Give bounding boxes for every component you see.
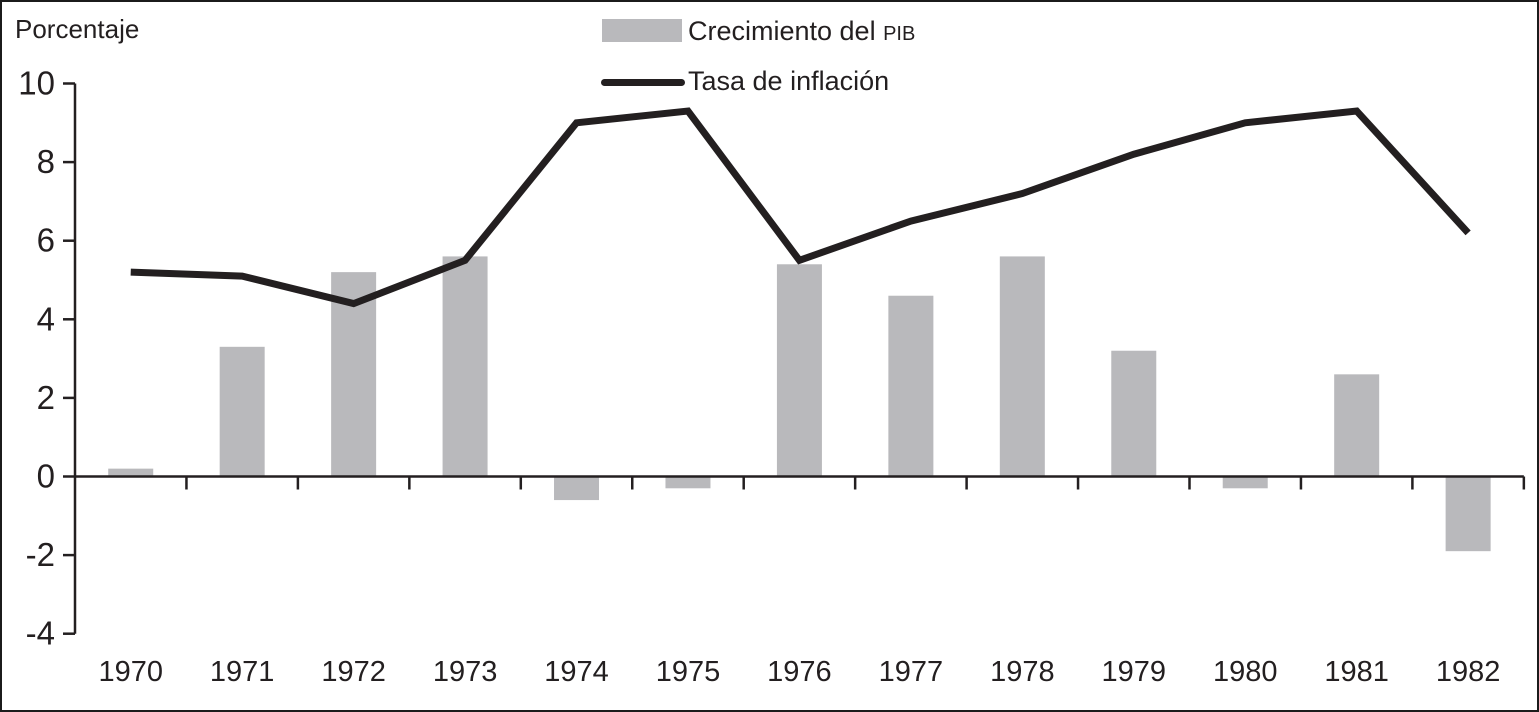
x-tick-label-1980: 1980	[1213, 656, 1278, 688]
x-tick-label-1974: 1974	[544, 656, 609, 688]
legend-line-swatch	[601, 79, 685, 86]
x-tick-label-1976: 1976	[767, 656, 832, 688]
x-tick-label-1970: 1970	[98, 656, 163, 688]
y-tick-label-0: 0	[37, 458, 55, 495]
line-layer	[130, 107, 1471, 308]
bar-1982	[1445, 476, 1491, 552]
bar-1978	[999, 256, 1045, 477]
y-tick-label--2: -2	[26, 536, 55, 573]
bars-layer	[108, 256, 1491, 552]
bar-1980	[1222, 476, 1268, 489]
y-tick-label-10: 10	[18, 65, 55, 102]
legend-label-inflation: Tasa de inflación	[688, 66, 890, 96]
inflation-line	[130, 107, 1471, 308]
legend-label-gdp-main: Crecimiento del	[688, 16, 884, 46]
bar-1970	[108, 468, 154, 477]
bar-1975	[665, 476, 711, 489]
y-tick-label-6: 6	[37, 222, 55, 259]
bar-1973	[442, 256, 488, 477]
x-tick-label-1971: 1971	[210, 656, 275, 688]
y-tick-label--4: -4	[26, 615, 55, 652]
axes-layer: -4 -2 0 2 4 6 8 10 1970 1971 1972 1973 1974 1975 1976 1…	[18, 65, 1526, 688]
bar-1979	[1111, 350, 1157, 477]
y-axis-title: Porcentaje	[15, 14, 140, 44]
bar-1981	[1334, 374, 1380, 477]
bar-1971	[219, 346, 265, 477]
y-tick-label-4: 4	[37, 300, 55, 337]
legend-bar-swatch	[602, 19, 682, 42]
x-tick-label-1981: 1981	[1324, 656, 1389, 688]
x-tick-label-1979: 1979	[1102, 656, 1167, 688]
x-tick-label-1975: 1975	[656, 656, 721, 688]
x-tick-label-1978: 1978	[990, 656, 1055, 688]
y-tick-label-2: 2	[37, 379, 55, 416]
y-tick-label-8: 8	[37, 143, 55, 180]
legend-label-gdp-caps: PIB	[883, 23, 916, 45]
legend-label-gdp: Crecimiento del PIB	[688, 17, 915, 48]
x-tick-label-1972: 1972	[321, 656, 386, 688]
x-tick-label-1973: 1973	[433, 656, 498, 688]
bar-1976	[776, 264, 822, 477]
x-tick-label-1977: 1977	[879, 656, 944, 688]
bar-1977	[888, 295, 934, 477]
bar-1974	[554, 476, 600, 501]
x-tick-label-1982: 1982	[1436, 656, 1501, 688]
